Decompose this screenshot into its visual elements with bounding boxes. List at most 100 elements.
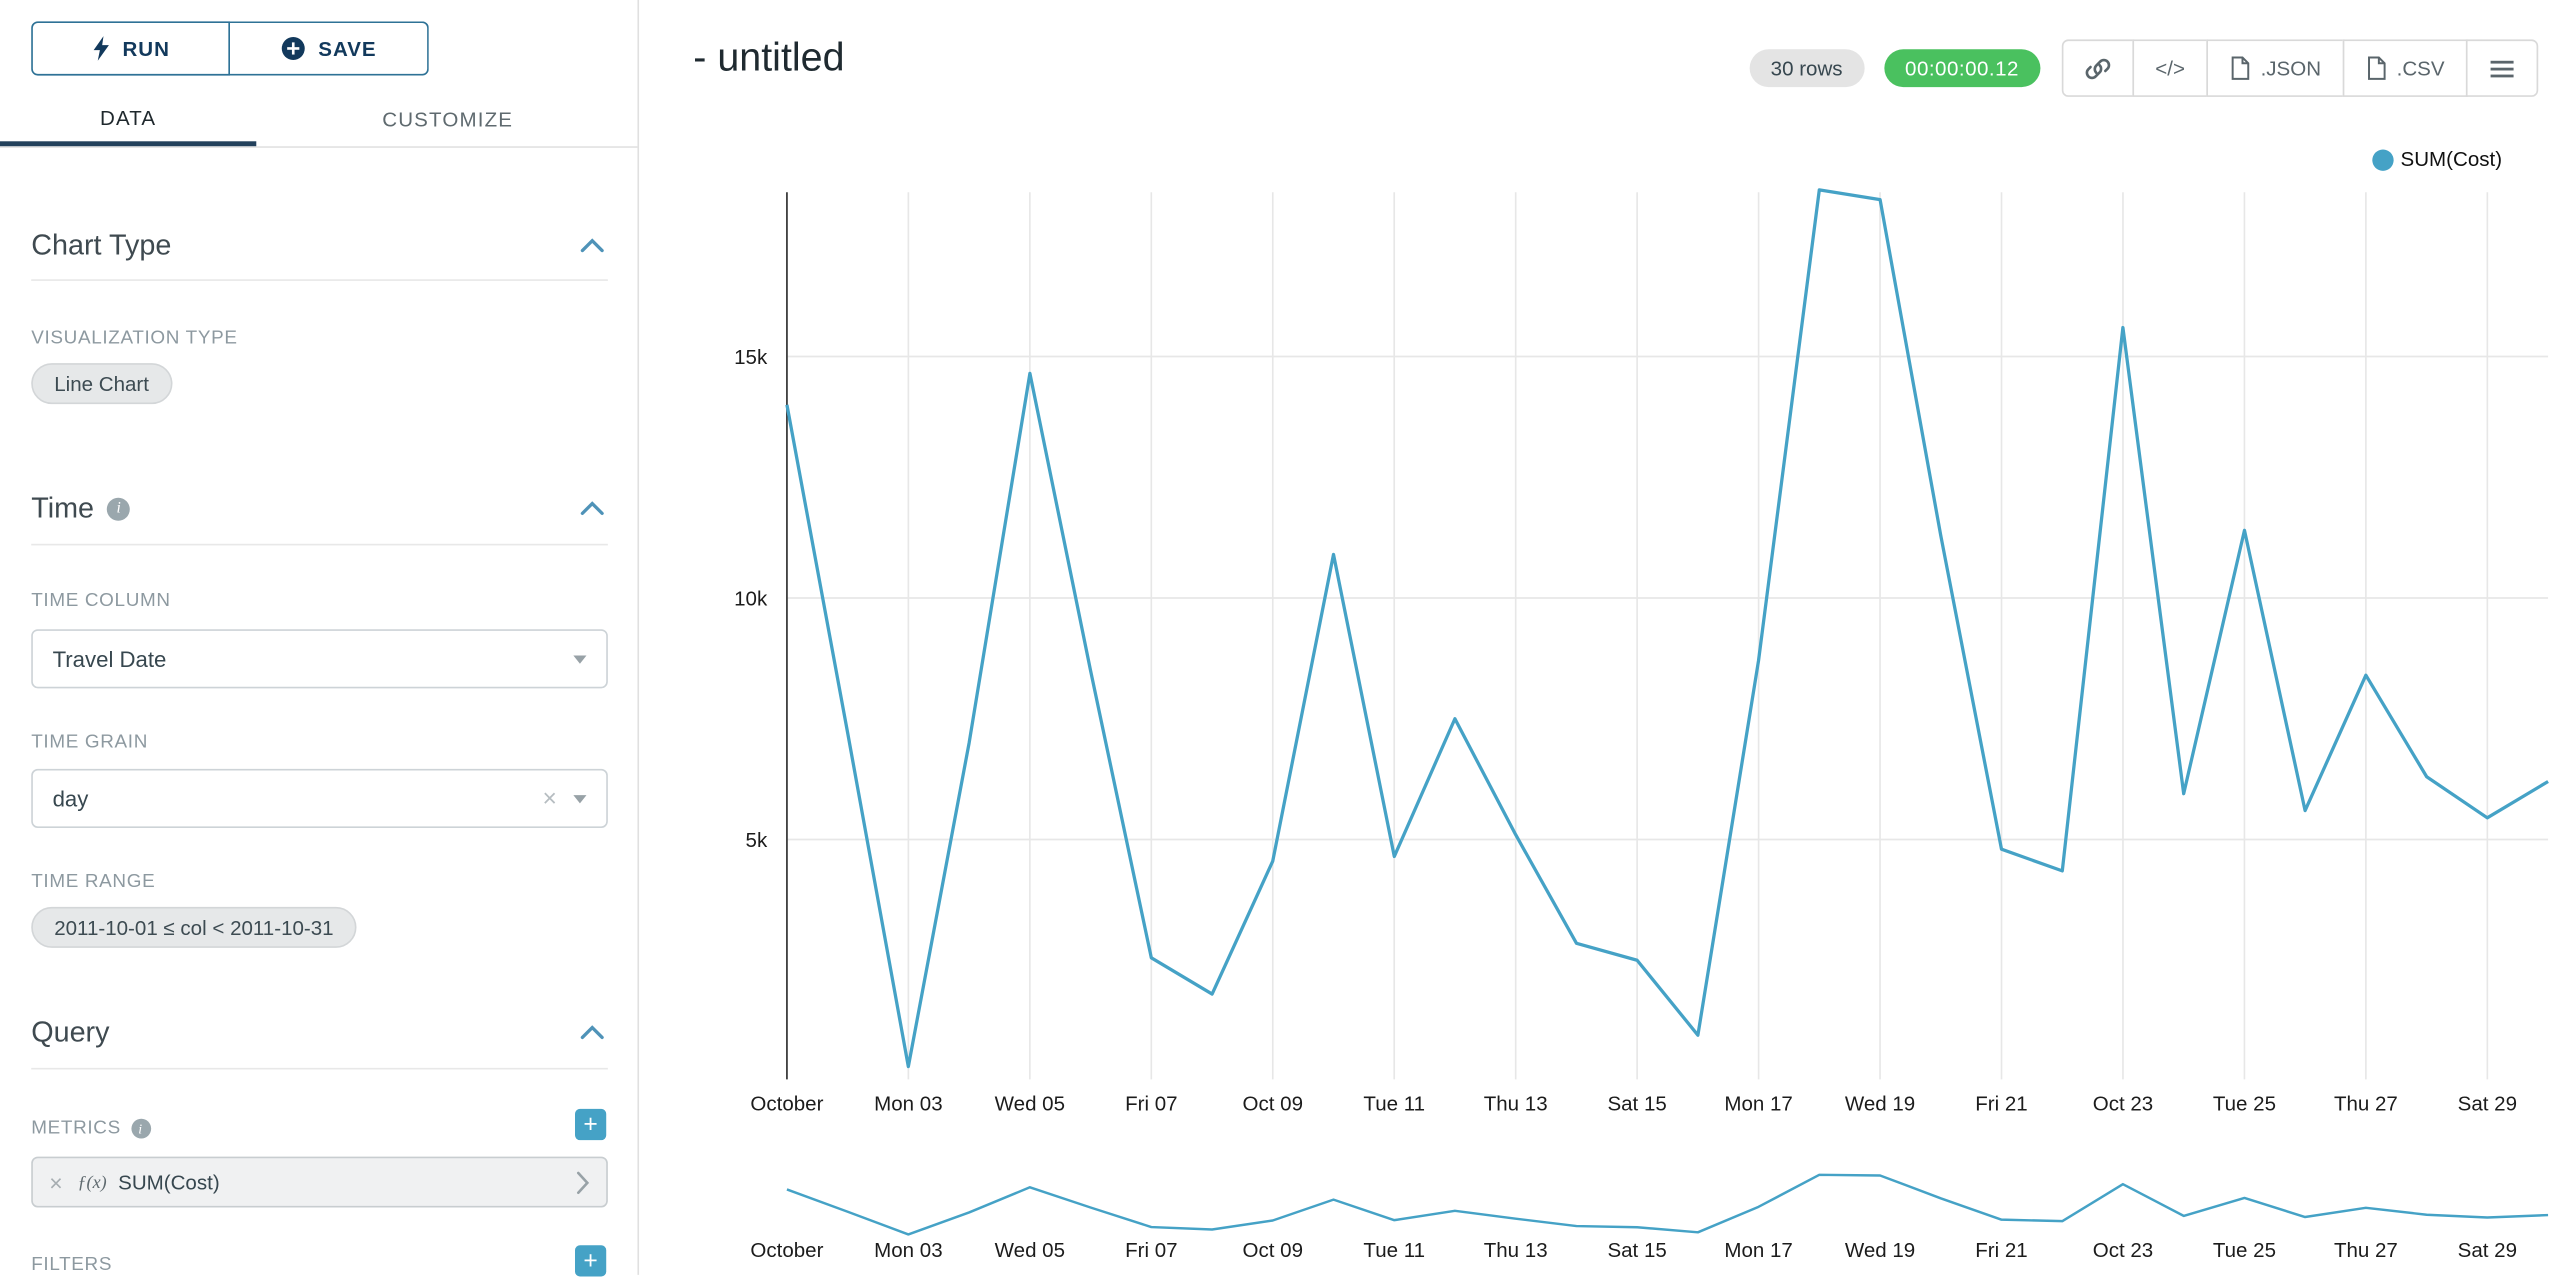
lightning-icon	[92, 36, 109, 61]
export-csv-button[interactable]: .CSV	[2342, 39, 2468, 97]
svg-text:Thu 13: Thu 13	[1484, 1239, 1548, 1262]
svg-text:Oct 09: Oct 09	[1243, 1093, 1303, 1116]
svg-text:5k: 5k	[746, 829, 768, 852]
tab-customize[interactable]: CUSTOMIZE	[382, 108, 514, 132]
svg-text:Tue 11: Tue 11	[1363, 1093, 1425, 1116]
chart-panel: October October Mon 03 Mon 03 Wed 05 Wed 05 Fr…	[640, 0, 2576, 1275]
add-metric-button[interactable]: +	[575, 1108, 607, 1141]
run-save-group: RUN SAVE	[31, 21, 429, 76]
clear-icon[interactable]: ×	[542, 784, 557, 813]
info-icon: i	[107, 496, 131, 520]
collapse-query-button[interactable]	[577, 1017, 608, 1048]
svg-text:Wed 05: Wed 05	[995, 1093, 1065, 1116]
query-section-title: Query	[31, 1015, 110, 1049]
svg-text:Oct 09: Oct 09	[1243, 1239, 1303, 1262]
section-divider	[31, 279, 608, 281]
svg-text:Sat 29: Sat 29	[2458, 1239, 2517, 1262]
time-column-select[interactable]: Travel Date	[31, 629, 608, 689]
time-section-title: Time i	[31, 491, 131, 526]
chart-header-actions: 30 rows 00:00:00.12 </> .J	[1749, 39, 2539, 97]
svg-text:Thu 13: Thu 13	[1484, 1093, 1548, 1116]
expand-metric-button[interactable]	[576, 1170, 590, 1194]
section-divider	[31, 543, 608, 546]
svg-text:Fri 21: Fri 21	[1975, 1093, 2027, 1116]
remove-metric-icon[interactable]: ×	[49, 1168, 63, 1196]
explore-control-panel: RUN SAVE DATA CUSTOMIZE Chart Type	[0, 0, 640, 1277]
svg-text:Oct 23: Oct 23	[2093, 1093, 2153, 1116]
svg-text:Fri 07: Fri 07	[1125, 1093, 1177, 1116]
file-icon	[2367, 56, 2386, 80]
svg-text:October: October	[750, 1093, 823, 1116]
time-section-title-text: Time	[31, 491, 95, 525]
time-column-value: Travel Date	[52, 646, 167, 672]
panel-tabs: DATA CUSTOMIZE	[0, 94, 638, 148]
function-icon: ƒ(x)	[77, 1172, 107, 1192]
svg-text:Sat 15: Sat 15	[1607, 1239, 1666, 1262]
caret-down-icon	[573, 794, 587, 803]
save-button[interactable]: SAVE	[230, 21, 429, 76]
metrics-label: METRICS i	[31, 1118, 151, 1139]
chart-type-section-title: Chart Type	[31, 228, 172, 262]
embed-code-button[interactable]: </>	[2132, 39, 2209, 97]
svg-text:Mon 17: Mon 17	[1724, 1093, 1792, 1116]
metric-option[interactable]: × ƒ(x) SUM(Cost)	[31, 1156, 608, 1208]
svg-text:Tue 25: Tue 25	[2213, 1239, 2276, 1262]
legend-dot-icon	[2372, 148, 2394, 171]
link-icon	[2085, 57, 2111, 79]
tab-data[interactable]: DATA	[0, 94, 257, 147]
svg-text:Wed 19: Wed 19	[1845, 1093, 1915, 1116]
export-csv-label: .CSV	[2396, 56, 2445, 80]
time-grain-value: day	[52, 786, 89, 811]
chart-type-section-header: Chart Type	[31, 228, 608, 263]
run-button-label: RUN	[122, 36, 170, 60]
svg-text:Fri 21: Fri 21	[1975, 1239, 2027, 1262]
metric-name: SUM(Cost)	[118, 1170, 220, 1194]
time-range-label: TIME RANGE	[31, 872, 156, 893]
svg-text:Wed 05: Wed 05	[995, 1239, 1065, 1262]
plus-circle-icon	[281, 36, 305, 60]
embed-code-label: </>	[2155, 56, 2186, 80]
chevron-right-icon	[576, 1170, 590, 1194]
metrics-label-text: METRICS	[31, 1118, 121, 1139]
chevron-up-icon	[580, 1025, 604, 1040]
svg-text:Mon 17: Mon 17	[1724, 1239, 1792, 1262]
query-duration-badge: 00:00:00.12	[1883, 49, 2041, 88]
svg-text:Mon 03: Mon 03	[874, 1093, 942, 1116]
query-section-header: Query	[31, 1015, 608, 1050]
chart-legend[interactable]: SUM(Cost)	[2372, 147, 2503, 171]
time-range-pill[interactable]: 2011-10-01 ≤ col < 2011-10-31	[31, 906, 357, 948]
line-chart-canvas[interactable]: October October Mon 03 Mon 03 Wed 05 Wed 05 Fr…	[641, 0, 2576, 1273]
legend-label: SUM(Cost)	[2400, 147, 2503, 171]
collapse-time-button[interactable]	[577, 493, 608, 524]
collapse-chart-type-button[interactable]	[577, 230, 608, 261]
file-icon	[2231, 56, 2250, 80]
time-grain-label: TIME GRAIN	[31, 732, 149, 753]
svg-text:Mon 03: Mon 03	[874, 1239, 942, 1262]
export-json-button[interactable]: .JSON	[2206, 39, 2345, 97]
chevron-up-icon	[580, 501, 604, 516]
svg-text:Thu 27: Thu 27	[2334, 1093, 2398, 1116]
svg-text:Thu 27: Thu 27	[2334, 1239, 2398, 1262]
run-button[interactable]: RUN	[31, 21, 231, 76]
caret-down-icon	[573, 654, 587, 663]
svg-text:Tue 25: Tue 25	[2213, 1093, 2276, 1116]
visualization-type-pill[interactable]: Line Chart	[31, 363, 172, 405]
svg-text:10k: 10k	[734, 587, 768, 610]
svg-text:Sat 29: Sat 29	[2458, 1093, 2517, 1116]
menu-button[interactable]	[2465, 39, 2539, 97]
time-section-header: Time i	[31, 491, 608, 526]
time-column-label: TIME COLUMN	[31, 591, 171, 612]
export-toolbar: </> .JSON .CSV	[2061, 39, 2539, 97]
svg-text:Fri 07: Fri 07	[1125, 1239, 1177, 1262]
svg-text:Sat 15: Sat 15	[1607, 1093, 1666, 1116]
svg-text:Wed 19: Wed 19	[1845, 1239, 1915, 1262]
chart-title[interactable]: - untitled	[693, 36, 845, 81]
row-count-badge: 30 rows	[1749, 49, 1864, 88]
visualization-type-label: VISUALIZATION TYPE	[31, 328, 238, 349]
time-grain-select[interactable]: day ×	[31, 768, 608, 829]
hamburger-icon	[2490, 59, 2514, 77]
add-filter-button[interactable]: +	[575, 1245, 607, 1277]
svg-text:Oct 23: Oct 23	[2093, 1239, 2153, 1262]
share-link-button[interactable]	[2061, 39, 2134, 97]
